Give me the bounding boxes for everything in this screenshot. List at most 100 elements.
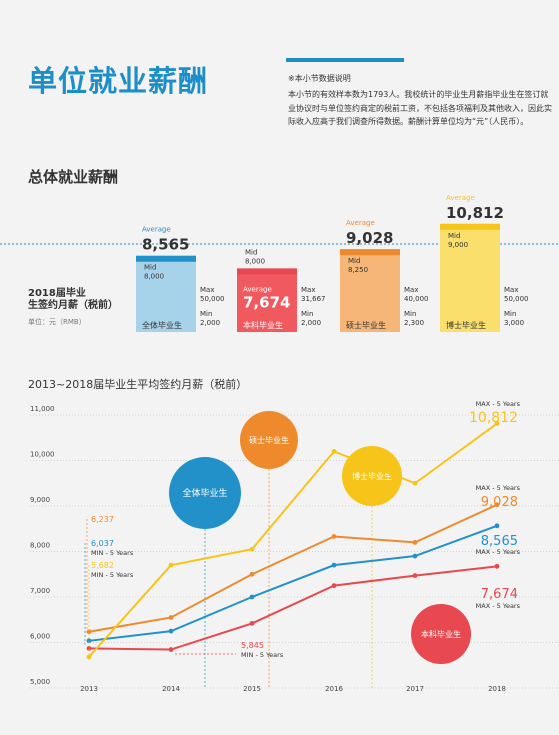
category-label: 本科毕业生 <box>243 320 283 330</box>
max-label: Max <box>404 286 418 294</box>
max-value: 40,000 <box>404 295 429 303</box>
unit-label: 单位：元（RMB） <box>28 317 86 326</box>
x-tick-label: 2013 <box>80 685 98 693</box>
x-tick-label: 2014 <box>162 685 180 693</box>
max-annotation-doctor: MAX - 5 Years 10,812 <box>469 400 521 426</box>
mid-label: Mid <box>348 257 360 265</box>
bubble-label: 硕士毕业生 <box>249 435 289 445</box>
bar-cap <box>136 255 196 262</box>
max-value: 31,667 <box>301 295 326 303</box>
min-label: Min <box>301 310 313 318</box>
page-title: 单位就业薪酬 <box>28 64 209 98</box>
min-tag-label: MIN - 5 Years <box>91 549 134 557</box>
max-value: 50,000 <box>200 295 225 303</box>
average-label: Average <box>346 219 375 227</box>
max-tag-label: MAX - 5 Years <box>476 400 521 408</box>
series-point-doctor <box>331 449 337 454</box>
x-tick-label: 2016 <box>325 685 343 693</box>
average-value: 7,674 <box>243 293 290 311</box>
series-bubble-all: 全体毕业生 <box>169 457 241 529</box>
max-tag-label: MAX - 5 Years <box>476 484 521 492</box>
bar-body <box>340 249 400 332</box>
series-bubble-doctor: 博士毕业生 <box>342 446 402 506</box>
series-point-master <box>168 615 174 620</box>
bar-cap <box>340 249 400 256</box>
series-point-doctor <box>494 421 500 426</box>
min-value-label: 5,682 <box>91 561 114 570</box>
series-line-master <box>88 503 498 633</box>
mid-value: 8,000 <box>144 273 164 281</box>
series-point-master <box>86 629 92 635</box>
min-value: 2,000 <box>200 319 220 327</box>
x-tick-label: 2018 <box>488 685 506 693</box>
header-accent-bar <box>286 58 404 62</box>
bar-body <box>136 255 196 332</box>
category-label: 全体毕业生 <box>142 320 182 330</box>
series-point-master <box>494 502 500 508</box>
series-point-all <box>331 562 337 568</box>
x-tick-label: 2017 <box>406 685 424 693</box>
min-value-label: 6,037 <box>91 539 114 548</box>
series-line-all <box>88 524 498 642</box>
max-label: Max <box>504 286 518 294</box>
mid-value: 8,250 <box>348 266 368 274</box>
min-annotation-master: 6,237 <box>91 515 114 524</box>
series-point-bachelor <box>331 583 337 589</box>
bubble-label: 本科毕业生 <box>421 629 461 639</box>
min-tag-label: MIN - 5 Years <box>241 651 284 659</box>
max-value-label: 7,674 <box>481 587 518 602</box>
mid-value: 8,000 <box>245 257 265 265</box>
max-label: Max <box>200 286 214 294</box>
series-line-bachelor <box>88 565 498 651</box>
bar-body <box>440 223 500 332</box>
min-label: Min <box>504 310 516 318</box>
section-title-overall-salary: 总体就业薪酬 <box>28 168 119 186</box>
max-annotation-master: MAX - 5 Years 9,028 <box>476 484 521 510</box>
mid-label: Mid <box>245 248 257 256</box>
max-value: 50,000 <box>504 295 529 303</box>
min-value: 3,000 <box>504 319 524 327</box>
series-point-all <box>168 628 174 634</box>
category-label: 博士毕业生 <box>446 320 486 330</box>
min-label: Min <box>200 310 212 318</box>
average-label: Average <box>142 226 171 234</box>
series-line-doctor <box>88 422 498 658</box>
min-label: Min <box>404 310 416 318</box>
series-point-bachelor <box>168 647 174 652</box>
bubble-label: 全体毕业生 <box>182 487 227 499</box>
mid-label: Mid <box>144 264 156 272</box>
y-tick-label: 6,000 <box>30 633 50 641</box>
max-tag-label: MAX - 5 Years <box>476 602 521 610</box>
series-point-bachelor <box>412 573 418 579</box>
summary-title-line2: 生签约月薪（税前） <box>28 298 118 311</box>
bubble-label: 博士毕业生 <box>352 471 392 481</box>
average-label: Average <box>243 285 272 293</box>
series-point-all <box>86 638 92 644</box>
category-label: 硕士毕业生 <box>346 320 386 330</box>
series-point-doctor <box>86 654 92 660</box>
line-chart-title: 2013~2018届毕业生平均签约月薪（税前） <box>28 378 248 391</box>
mid-label: Mid <box>448 232 460 240</box>
series-point-master <box>249 571 255 577</box>
min-value-label: 5,845 <box>241 641 264 650</box>
salary-trend-chart: 5,000 6,000 7,000 8,000 9,000 10,000 11,000 201… <box>30 400 559 693</box>
series-point-bachelor <box>249 620 255 626</box>
y-tick-label: 7,000 <box>30 587 50 595</box>
series-bubble-master: 硕士毕业生 <box>240 411 298 469</box>
bar-cap <box>237 268 297 275</box>
bar-cap <box>440 223 500 230</box>
series-point-bachelor <box>494 563 500 569</box>
bar-body <box>237 268 297 332</box>
average-value: 9,028 <box>346 229 393 247</box>
note-title: ※本小节数据说明 <box>288 74 351 83</box>
max-value-label: 8,565 <box>481 534 518 549</box>
series-point-bachelor <box>86 646 92 651</box>
series-point-master <box>331 534 337 539</box>
series-bubble-bachelor: 本科毕业生 <box>411 604 471 664</box>
